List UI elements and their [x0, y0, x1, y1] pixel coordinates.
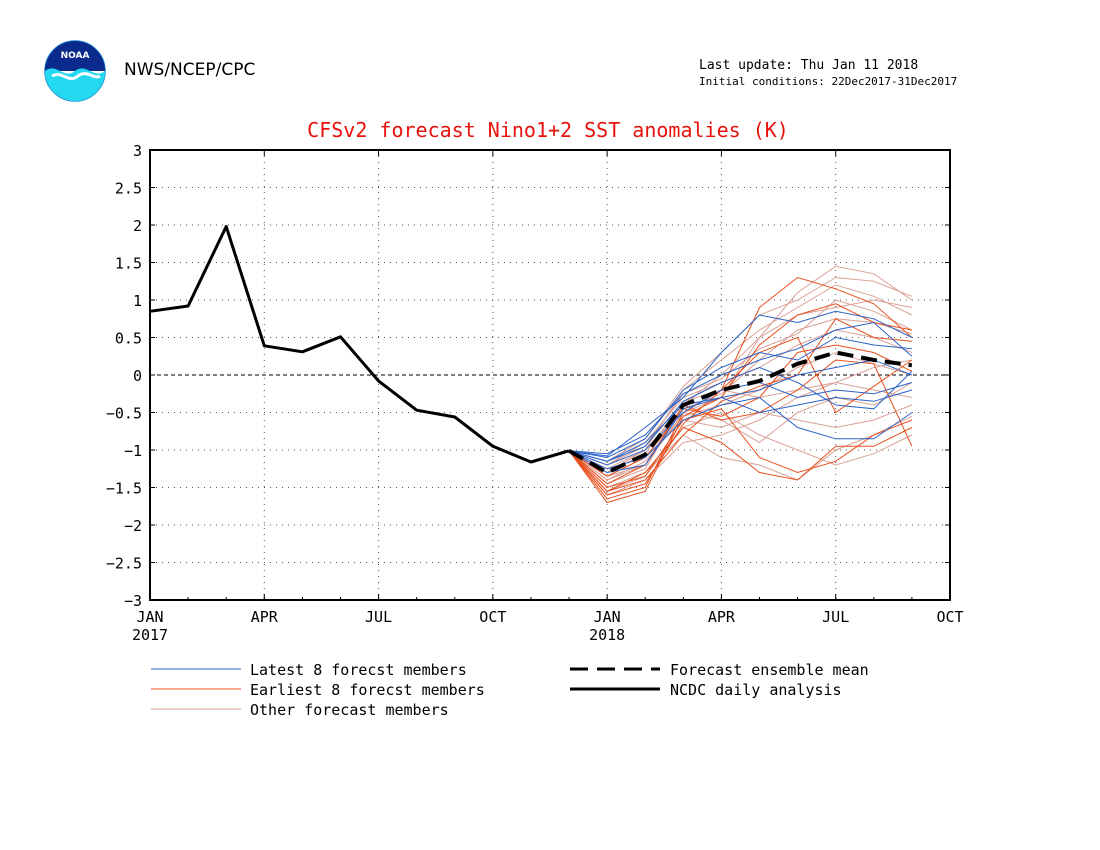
- other-member-line: [568, 299, 912, 485]
- legend-analysis-label: NCDC daily analysis: [670, 681, 842, 699]
- y-tick-label: 1.5: [115, 255, 142, 273]
- earliest-member-line: [568, 276, 913, 500]
- initial-conditions-text: Initial conditions: 22Dec2017-31Dec2017: [699, 75, 958, 88]
- earliest-member-line: [568, 344, 913, 477]
- x-year-label: 2017: [132, 626, 168, 644]
- earliest-member-line: [568, 359, 913, 485]
- y-tick-label: 3: [133, 142, 142, 160]
- y-tick-label: 1: [133, 292, 142, 310]
- y-tick-label: 2.5: [115, 180, 142, 198]
- y-tick-label: −1: [124, 442, 142, 460]
- legend-earliest-label: Earliest 8 forecst members: [250, 681, 485, 699]
- latest-member-line: [568, 381, 913, 466]
- latest-member-line: [568, 359, 913, 462]
- earliest-member-line: [568, 408, 913, 489]
- other-member-line: [568, 415, 913, 489]
- axes: 32.521.510.50−0.5−1−1.5−2−2.5−3JAN2017AP…: [106, 142, 964, 644]
- x-year-label: 2018: [589, 626, 625, 644]
- y-tick-label: −0.5: [106, 405, 142, 423]
- x-tick-label: OCT: [479, 608, 506, 626]
- noaa-logo: NOAA: [44, 40, 106, 102]
- other-member-line: [568, 318, 913, 474]
- other-member-line: [568, 382, 913, 477]
- forecast-members: [568, 265, 913, 504]
- y-tick-label: −2.5: [106, 555, 142, 573]
- latest-member-line: [568, 336, 912, 459]
- y-tick-label: −2: [124, 517, 142, 535]
- latest-member-line: [568, 321, 913, 455]
- y-tick-label: 2: [133, 217, 142, 235]
- latest-member-line: [568, 389, 913, 474]
- legend: Latest 8 forecst members Earliest 8 fore…: [151, 661, 869, 719]
- y-tick-label: 0.5: [115, 330, 142, 348]
- organization-label: NWS/NCEP/CPC: [124, 60, 256, 80]
- other-member-line: [568, 299, 913, 466]
- noaa-logo-text: NOAA: [61, 51, 90, 61]
- legend-other-label: Other forecast members: [250, 701, 449, 719]
- x-tick-label: OCT: [936, 608, 963, 626]
- grid-lines: [150, 150, 950, 600]
- main-lines: [149, 225, 913, 475]
- other-member-line: [568, 381, 912, 496]
- y-tick-label: 0: [133, 367, 142, 385]
- y-tick-label: −3: [124, 592, 142, 610]
- x-tick-label: APR: [708, 608, 736, 626]
- other-member-line: [568, 411, 913, 492]
- x-tick-label: JUL: [822, 608, 849, 626]
- chart-title: CFSv2 forecast Nino1+2 SST anomalies (K): [307, 118, 789, 142]
- x-tick-label: JAN: [594, 608, 621, 626]
- legend-mean-label: Forecast ensemble mean: [670, 661, 869, 679]
- analysis-line: [149, 225, 570, 464]
- y-tick-label: −1.5: [106, 480, 142, 498]
- latest-member-line: [568, 310, 913, 457]
- last-update-text: Last update: Thu Jan 11 2018: [699, 58, 919, 73]
- plot-frame: [149, 149, 951, 601]
- legend-latest-label: Latest 8 forecst members: [250, 661, 467, 679]
- latest-member-line: [568, 366, 913, 462]
- x-tick-label: APR: [251, 608, 279, 626]
- x-tick-label: JAN: [136, 608, 163, 626]
- latest-member-line: [568, 396, 913, 470]
- other-member-line: [568, 284, 913, 470]
- x-tick-label: JUL: [365, 608, 392, 626]
